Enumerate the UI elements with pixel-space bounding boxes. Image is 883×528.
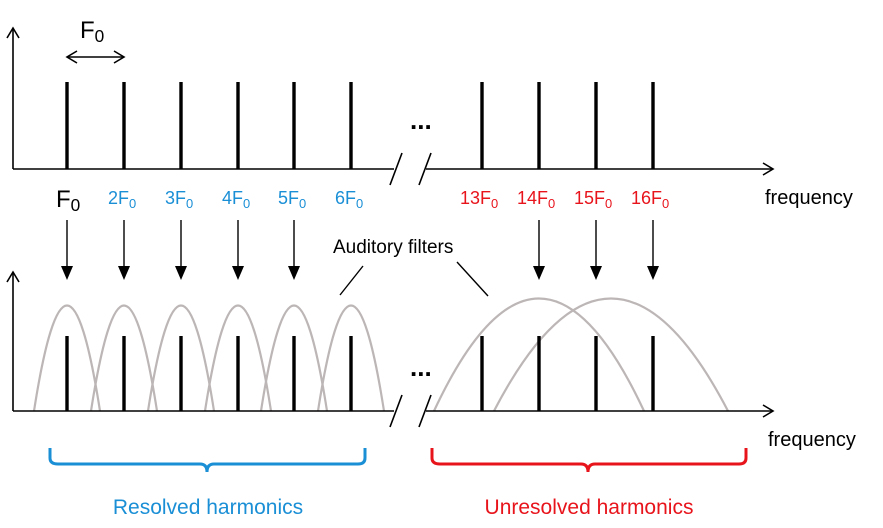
top-x-axis-arrowhead <box>762 162 775 176</box>
auditory-filter-curve <box>259 304 329 412</box>
down-arrow-f0 <box>61 220 73 280</box>
harmonic-label-14f0: 14F0 <box>517 188 555 211</box>
top-axis-break-mark <box>418 152 432 186</box>
bottom-x-axis-arrowhead <box>762 404 775 418</box>
harmonic-label-5f0: 5F0 <box>278 188 306 211</box>
auditory-filter-curve <box>316 304 386 412</box>
top-y-axis-arrowhead <box>6 26 20 39</box>
down-arrow-14f0 <box>533 220 545 280</box>
resolved-harmonics-label: Resolved harmonics <box>113 496 303 519</box>
bottom-ellipsis: ... <box>410 352 432 382</box>
auditory-filter-curve <box>89 304 159 412</box>
bottom-axis-label: frequency <box>768 429 856 451</box>
harmonic-label-2f0: 2F0 <box>108 188 136 211</box>
harmonic-label-f0: F0 <box>56 186 80 215</box>
down-arrow-16f0 <box>647 220 659 280</box>
spacing-arrowhead-left <box>65 50 78 64</box>
harmonic-label-3f0: 3F0 <box>165 188 193 211</box>
harmonic-label-6f0: 6F0 <box>335 188 363 211</box>
filters-label-pointer-left <box>339 265 364 296</box>
down-arrows <box>61 220 659 280</box>
harmonic-label-13f0: 13F0 <box>460 188 498 211</box>
bottom-axis-break-mark <box>389 394 403 428</box>
auditory-filter-curve <box>433 297 645 412</box>
bottom-y-axis-arrowhead <box>6 270 20 283</box>
auditory-filter-curve <box>203 304 273 412</box>
down-arrow-4f0 <box>232 220 244 280</box>
top-axis-break-mark <box>389 152 403 186</box>
auditory-filter-curve <box>32 304 102 412</box>
spacing-arrowhead-right <box>113 50 126 64</box>
down-arrow-15f0 <box>590 220 602 280</box>
unresolved-harmonics-label: Unresolved harmonics <box>485 496 694 519</box>
resolved-brace <box>48 448 367 473</box>
harmonic-label-16f0: 16F0 <box>631 188 669 211</box>
filters-label-pointer-right <box>456 261 489 297</box>
auditory-filter-curve <box>146 304 216 412</box>
unresolved-brace <box>430 448 748 473</box>
bottom-axis-break-mark <box>418 394 432 428</box>
down-arrow-3f0 <box>175 220 187 280</box>
auditory-filters-label: Auditory filters <box>333 237 453 258</box>
bottom-spectrum: ... frequency <box>6 270 856 451</box>
auditory-filter-curve <box>493 297 729 412</box>
down-arrow-5f0 <box>288 220 300 280</box>
down-arrow-2f0 <box>118 220 130 280</box>
harmonic-label-4f0: 4F0 <box>222 188 250 211</box>
top-spectrum: F0 ... <box>6 17 775 186</box>
spacing-label: F0 <box>80 17 104 46</box>
top-ellipsis: ... <box>410 105 432 135</box>
harmonic-label-15f0: 15F0 <box>574 188 612 211</box>
top-axis-label: frequency <box>765 187 853 209</box>
harmonic-labels: F0 2F0 3F0 4F0 5F0 6F0 13F0 14F0 15F0 16… <box>56 186 853 215</box>
